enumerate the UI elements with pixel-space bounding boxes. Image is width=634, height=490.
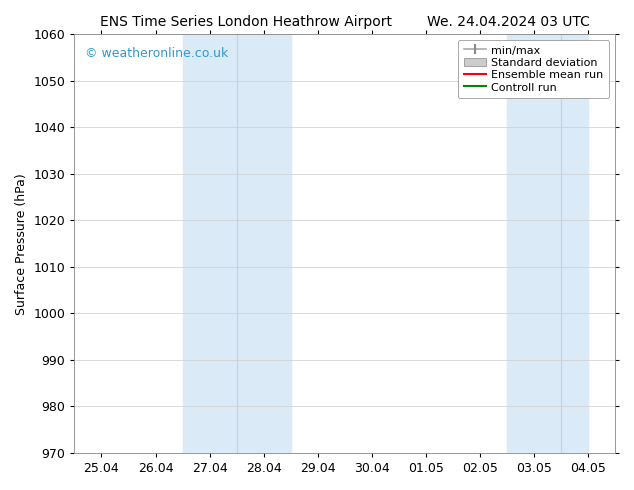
- Title: ENS Time Series London Heathrow Airport        We. 24.04.2024 03 UTC: ENS Time Series London Heathrow Airport …: [100, 15, 590, 29]
- Bar: [507, 34, 588, 453]
- Bar: [183, 34, 290, 453]
- Text: © weatheronline.co.uk: © weatheronline.co.uk: [85, 47, 228, 60]
- Legend: min/max, Standard deviation, Ensemble mean run, Controll run: min/max, Standard deviation, Ensemble me…: [458, 40, 609, 98]
- Y-axis label: Surface Pressure (hPa): Surface Pressure (hPa): [15, 173, 28, 315]
